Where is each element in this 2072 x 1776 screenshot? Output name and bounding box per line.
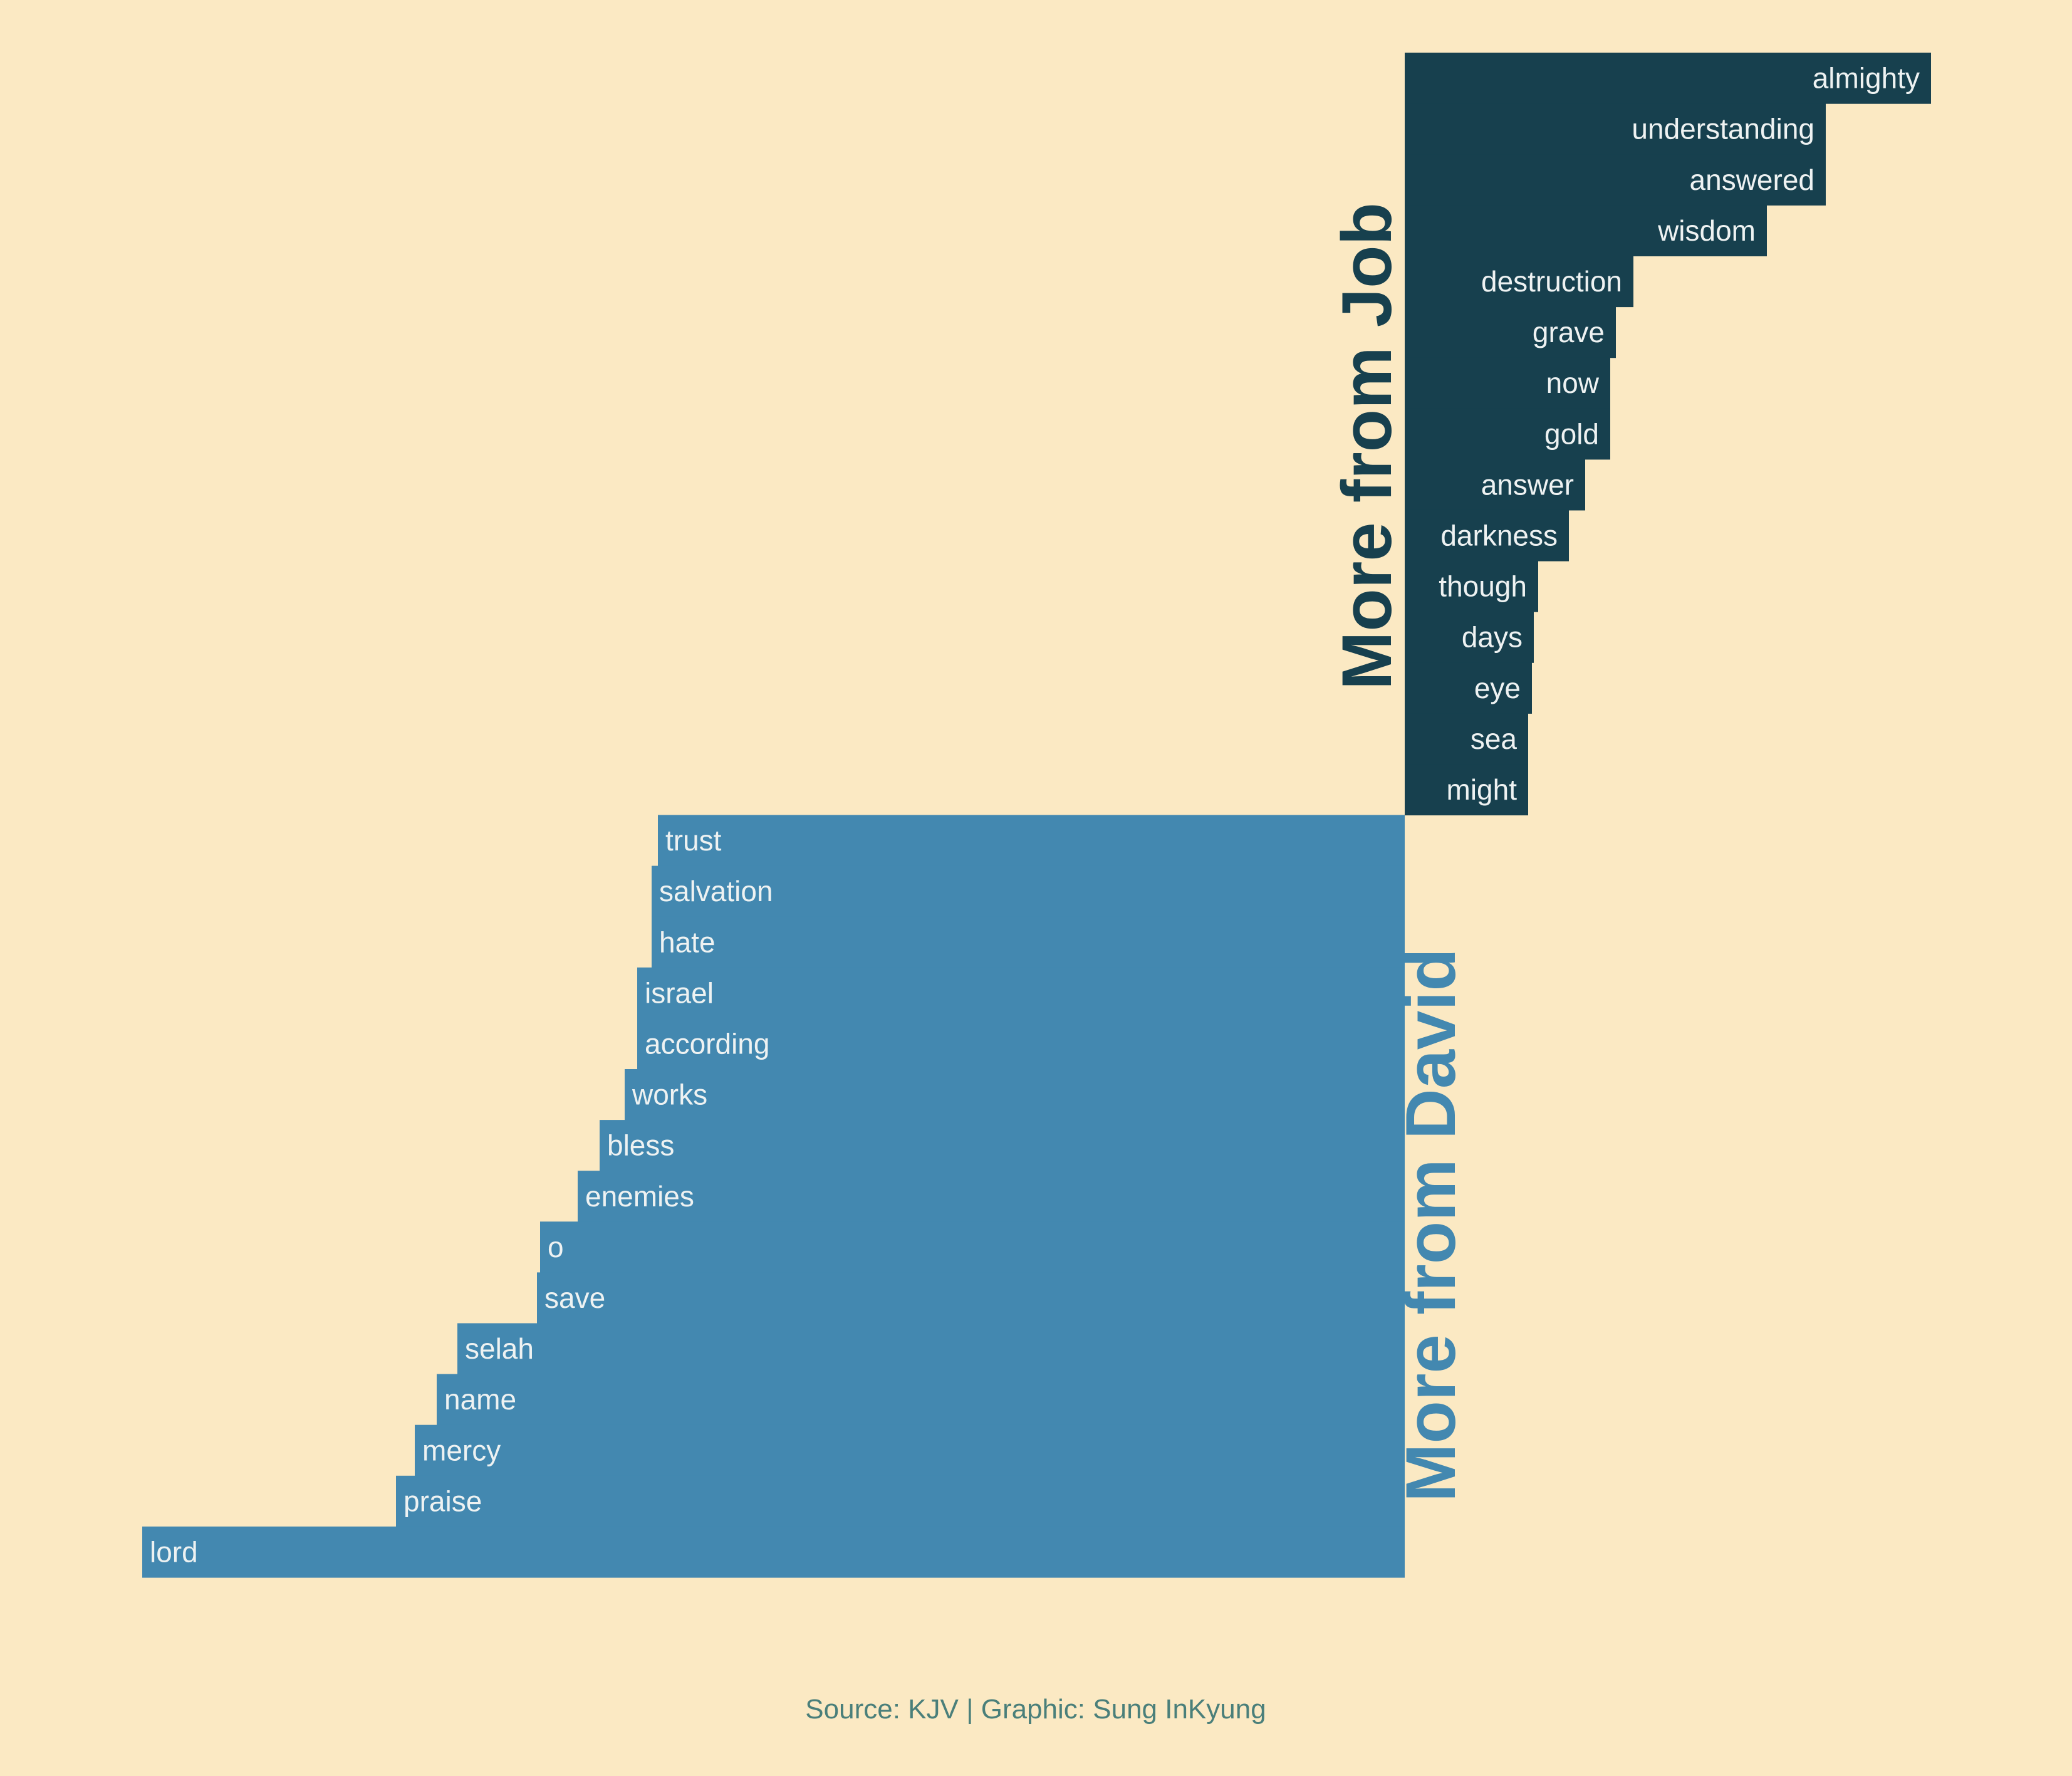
- david-bar-o: [540, 1221, 1405, 1273]
- job-bars-group: almighty understanding answered wisdom destr…: [1405, 53, 1931, 816]
- david-bar-label: according: [645, 1027, 769, 1060]
- david-bar-label: hate: [659, 926, 716, 958]
- david-bar-label: name: [444, 1383, 516, 1416]
- job-bar-label: might: [1447, 773, 1518, 806]
- david-bar-label: save: [544, 1282, 605, 1314]
- job-bar-eye: [1405, 662, 1532, 714]
- job-bar-grave: [1405, 306, 1616, 358]
- job-bar-sea: [1405, 713, 1528, 765]
- david-bar-bless: [600, 1120, 1405, 1171]
- david-bar-label: works: [632, 1079, 707, 1111]
- job-bar-label: answered: [1690, 164, 1814, 196]
- david-bar-label: israel: [645, 976, 714, 1009]
- david-bar-label: bless: [607, 1129, 674, 1162]
- david-bar-trust: [658, 815, 1405, 867]
- job-bar-darkness: [1405, 509, 1569, 562]
- job-bar-label: days: [1462, 621, 1523, 654]
- david-bars-group: trust salvation hate israel according works bl…: [142, 815, 1405, 1578]
- david-bar-israel: [637, 967, 1405, 1019]
- job-side-title: More from Job: [1328, 202, 1406, 690]
- job-bar-almighty: [1405, 53, 1931, 104]
- david-bar-hate: [652, 916, 1405, 968]
- job-bar-label: almighty: [1813, 62, 1920, 95]
- job-bar-answered: [1405, 154, 1826, 206]
- job-bar-label: eye: [1474, 672, 1521, 704]
- source-caption: Source: KJV | Graphic: Sung InKyung: [805, 1694, 1266, 1725]
- job-bar-label: understanding: [1632, 113, 1814, 145]
- david-bar-label: salvation: [659, 875, 773, 907]
- david-bar-label: praise: [403, 1485, 482, 1517]
- david-bar-salvation: [652, 865, 1405, 917]
- david-bar-mercy: [415, 1424, 1405, 1476]
- job-bar-label: destruction: [1481, 265, 1622, 298]
- job-bar-answer: [1405, 459, 1585, 511]
- david-bar-name: [437, 1374, 1405, 1426]
- david-bar-label: trust: [665, 824, 722, 857]
- job-bar-now: [1405, 357, 1610, 409]
- david-bar-label: selah: [465, 1332, 534, 1365]
- david-bar-lord: [142, 1526, 1405, 1578]
- david-bar-label: enemies: [585, 1180, 694, 1213]
- david-bar-works: [625, 1069, 1405, 1120]
- job-bar-label: wisdom: [1657, 214, 1756, 247]
- david-bar-label: mercy: [422, 1434, 501, 1466]
- david-bar-label: o: [548, 1231, 564, 1263]
- david-bar-save: [537, 1272, 1405, 1324]
- david-bar-praise: [396, 1475, 1405, 1527]
- job-bar-label: answer: [1481, 468, 1574, 501]
- job-bar-label: gold: [1544, 417, 1599, 450]
- job-bar-destruction: [1405, 256, 1633, 308]
- job-bar-label: grave: [1533, 316, 1605, 348]
- david-bar-label: lord: [150, 1535, 198, 1568]
- david-bar-according: [637, 1018, 1405, 1070]
- job-bar-label: darkness: [1440, 519, 1558, 551]
- job-bar-might: [1405, 764, 1528, 816]
- job-bar-though: [1405, 561, 1538, 612]
- job-bar-wisdom: [1405, 205, 1767, 256]
- david-side-title: More from David: [1392, 948, 1470, 1502]
- david-bar-enemies: [578, 1171, 1405, 1222]
- job-bar-gold: [1405, 408, 1610, 460]
- job-bar-label: sea: [1471, 723, 1518, 755]
- job-bar-days: [1405, 612, 1534, 663]
- job-bar-label: now: [1546, 367, 1600, 399]
- job-bar-label: though: [1439, 570, 1527, 603]
- job-bar-understanding: [1405, 103, 1826, 155]
- david-bar-selah: [457, 1323, 1405, 1375]
